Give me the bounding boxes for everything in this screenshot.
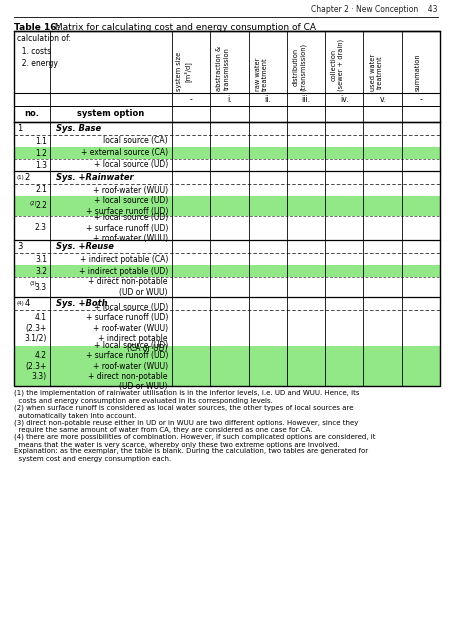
Text: Table 16:: Table 16: bbox=[14, 23, 60, 32]
Text: + local source (UD)
+ surface runoff (UD)
+ roof-water (WUU)
+ indirect potable
: + local source (UD) + surface runoff (UD… bbox=[85, 303, 168, 353]
Text: (3): (3) bbox=[30, 282, 37, 287]
Bar bbox=[14, 147, 439, 159]
Text: system size
[m³/d]: system size [m³/d] bbox=[176, 52, 191, 91]
Text: calculation of:
  1. costs
  2. energy: calculation of: 1. costs 2. energy bbox=[17, 34, 71, 68]
Text: + indirect potable (CA): + indirect potable (CA) bbox=[79, 255, 168, 264]
Text: + direct non-potable
(UD or WUU): + direct non-potable (UD or WUU) bbox=[88, 277, 168, 297]
Text: 4: 4 bbox=[24, 299, 30, 308]
Text: raw water
treatment: raw water treatment bbox=[254, 58, 267, 91]
Text: + local source (UD)
+ surface runoff (UD): + local source (UD) + surface runoff (UD… bbox=[85, 196, 168, 216]
Text: used water
treatment: used water treatment bbox=[369, 54, 382, 91]
Text: (4) there are more possibilities of combination. However, if such complicated op: (4) there are more possibilities of comb… bbox=[14, 434, 375, 448]
Text: Sys. +Both: Sys. +Both bbox=[56, 299, 107, 308]
Text: (1) the implementation of rainwater utilisation is in the inferior levels, i.e. : (1) the implementation of rainwater util… bbox=[14, 390, 359, 404]
Text: + local source (UD)
+ surface runoff (UD)
+ roof-water (WUU): + local source (UD) + surface runoff (UD… bbox=[85, 213, 168, 243]
Text: Matrix for calculating cost and energy consumption of CA: Matrix for calculating cost and energy c… bbox=[52, 23, 315, 32]
Text: i.: i. bbox=[226, 95, 231, 104]
Text: 3.3: 3.3 bbox=[35, 282, 47, 291]
Text: v.: v. bbox=[378, 95, 385, 104]
Text: (3) direct non-potable reuse either in UD or in WUU are two different options. H: (3) direct non-potable reuse either in U… bbox=[14, 419, 358, 433]
Text: 1.2: 1.2 bbox=[35, 148, 47, 157]
Bar bbox=[14, 265, 439, 277]
Text: 1: 1 bbox=[17, 124, 22, 133]
Text: + indirect potable (UD): + indirect potable (UD) bbox=[78, 266, 168, 275]
Text: Chapter 2 · New Conception    43: Chapter 2 · New Conception 43 bbox=[311, 5, 437, 14]
Text: 2: 2 bbox=[24, 173, 30, 182]
Text: Sys. +Rainwater: Sys. +Rainwater bbox=[56, 173, 133, 182]
Text: (1): (1) bbox=[17, 175, 25, 180]
Text: Explanation: as the exemplar, the table is blank. During the calculation, two ta: Explanation: as the exemplar, the table … bbox=[14, 449, 367, 462]
Text: -: - bbox=[419, 95, 421, 104]
Text: local source (CA): local source (CA) bbox=[103, 136, 168, 145]
Text: 2.3: 2.3 bbox=[35, 223, 47, 232]
Text: 4.1
(2.3+
3.1/2): 4.1 (2.3+ 3.1/2) bbox=[24, 313, 47, 343]
Bar bbox=[14, 346, 439, 386]
Text: ii.: ii. bbox=[264, 95, 271, 104]
Text: system option: system option bbox=[77, 109, 144, 118]
Text: no.: no. bbox=[24, 109, 39, 118]
Text: -: - bbox=[189, 95, 192, 104]
Text: 3: 3 bbox=[17, 242, 23, 251]
Bar bbox=[14, 31, 439, 386]
Text: (4): (4) bbox=[17, 301, 25, 306]
Text: + local source (UD)
+ surface runoff (UD)
+ roof-water (WUU)
+ direct non-potabl: + local source (UD) + surface runoff (UD… bbox=[85, 340, 168, 391]
Text: (2) when surface runoff is considered as local water sources, the other types of: (2) when surface runoff is considered as… bbox=[14, 404, 353, 419]
Text: (2): (2) bbox=[30, 200, 37, 205]
Text: + roof-water (WUU): + roof-water (WUU) bbox=[92, 186, 168, 195]
Text: iv.: iv. bbox=[339, 95, 348, 104]
Text: abstraction &
transmission: abstraction & transmission bbox=[216, 46, 229, 91]
Text: Sys. +Reuse: Sys. +Reuse bbox=[56, 242, 114, 251]
Text: 2.1: 2.1 bbox=[35, 186, 47, 195]
Text: iii.: iii. bbox=[301, 95, 310, 104]
Text: 1.3: 1.3 bbox=[35, 161, 47, 170]
Text: 2.2: 2.2 bbox=[35, 202, 47, 211]
Text: summation: summation bbox=[414, 53, 420, 91]
Text: + local source (UD): + local source (UD) bbox=[93, 161, 168, 170]
Text: Sys. Base: Sys. Base bbox=[56, 124, 101, 133]
Text: distribution
(transmission): distribution (transmission) bbox=[292, 43, 305, 91]
Bar bbox=[14, 196, 439, 216]
Text: collection
(sewer + drain): collection (sewer + drain) bbox=[330, 39, 344, 91]
Text: 3.1: 3.1 bbox=[35, 255, 47, 264]
Text: 4.2
(2.3+
3.3): 4.2 (2.3+ 3.3) bbox=[26, 351, 47, 381]
Text: 1.1: 1.1 bbox=[35, 136, 47, 145]
Text: + external source (CA): + external source (CA) bbox=[81, 148, 168, 157]
Text: 3.2: 3.2 bbox=[35, 266, 47, 275]
